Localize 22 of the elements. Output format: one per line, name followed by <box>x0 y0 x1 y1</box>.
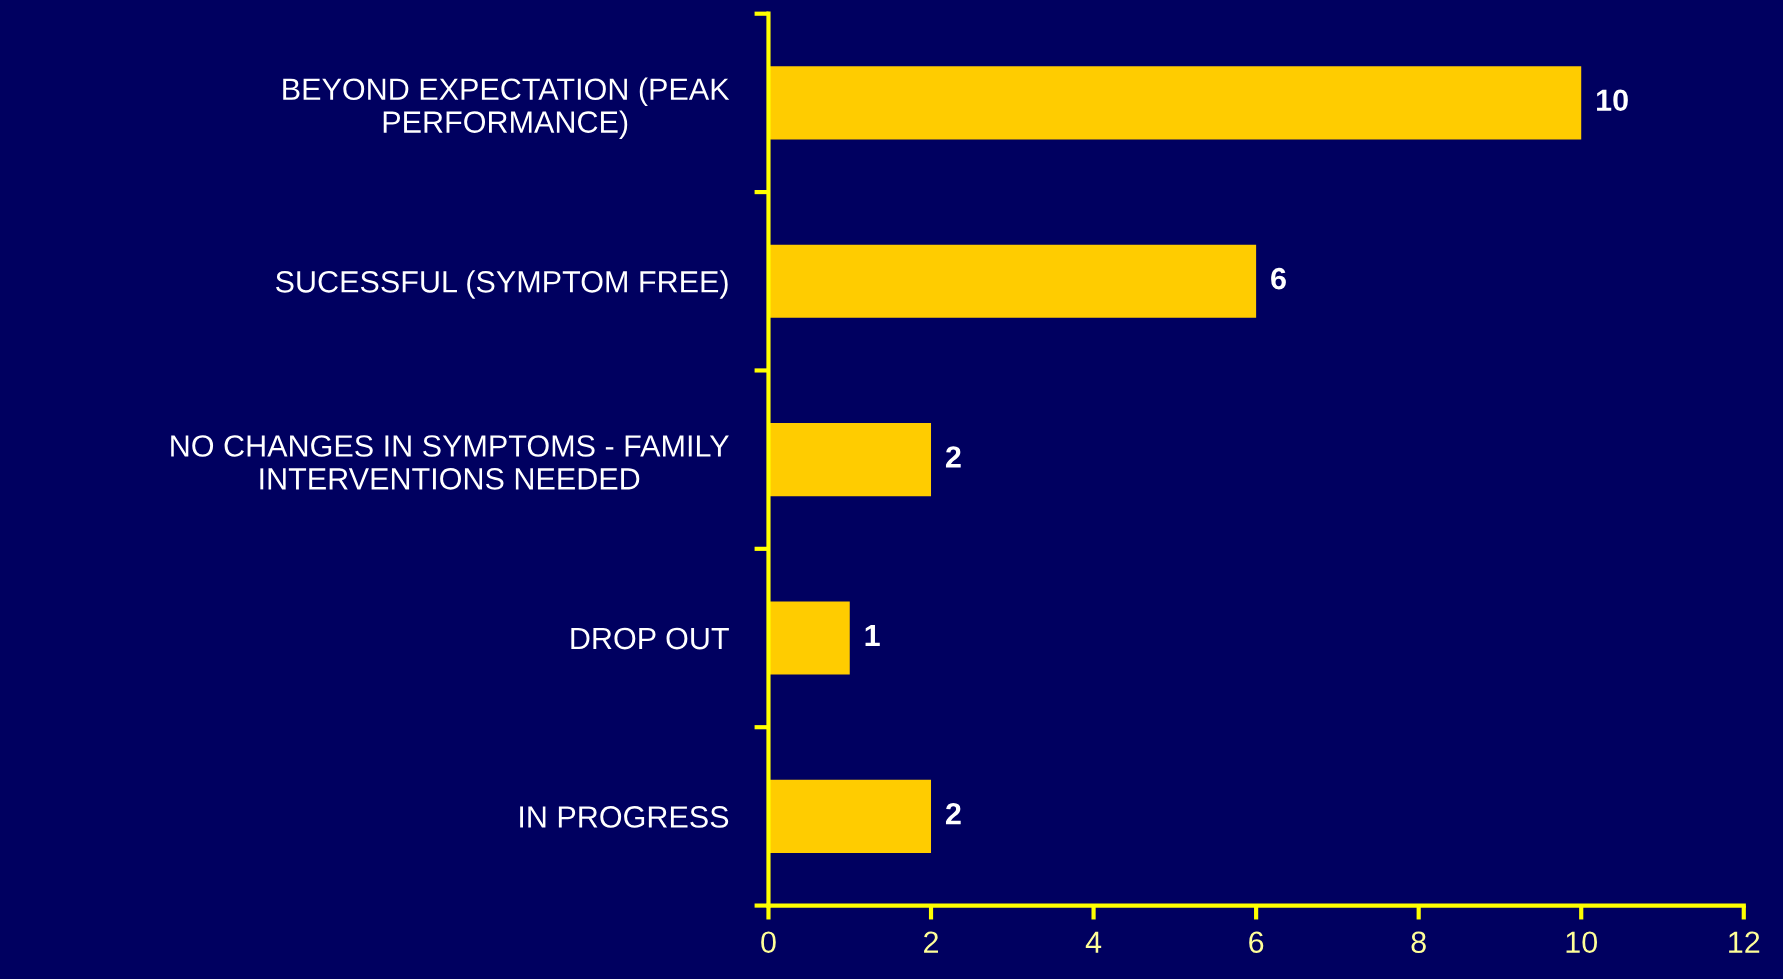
data-label: 2 <box>945 446 961 468</box>
bar <box>768 244 1257 318</box>
x-tick-label: 12 <box>1729 931 1760 953</box>
bar <box>768 423 932 497</box>
bar <box>768 66 1582 140</box>
y-tick-label: IN PROGRESS <box>520 806 729 828</box>
bar <box>768 779 932 853</box>
y-tick-label: SUCESSFUL (SYMPTOM FREE) <box>275 270 728 299</box>
x-tick-label: 0 <box>761 931 776 954</box>
y-tick-label: DROP OUT <box>571 627 729 650</box>
data-label: 1 <box>865 624 880 646</box>
data-label: 2 <box>945 802 961 825</box>
y-tick-label: BEYOND EXPECTATION (PEAK PERFORMANCE) <box>283 77 730 139</box>
bar <box>768 601 850 675</box>
x-tick-label: 6 <box>1249 931 1264 954</box>
x-tick-label: 8 <box>1411 931 1426 954</box>
data-label: 10 <box>1597 89 1628 112</box>
y-tick-label: NO CHANGES IN SYMPTOMS - FAMILY INTERVENTIONS NEEDED <box>171 435 729 490</box>
data-label: 6 <box>1271 267 1286 290</box>
x-tick-label: 10 <box>1566 931 1598 954</box>
x-tick-label: 4 <box>1085 931 1102 953</box>
x-tick-label: 2 <box>924 931 938 953</box>
